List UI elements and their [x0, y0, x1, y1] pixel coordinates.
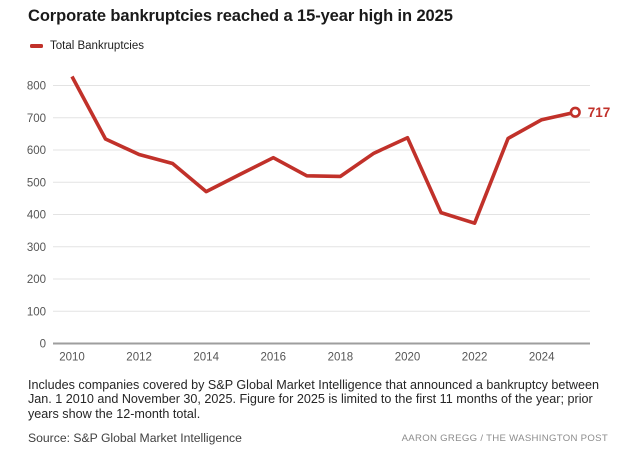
x-tick-label: 2012: [126, 352, 152, 364]
x-tick-label: 2014: [193, 352, 219, 364]
byline-credit: AARON GREGG / THE WASHINGTON POST: [401, 433, 608, 444]
y-tick-label: 0: [40, 339, 46, 351]
legend: Total Bankruptcies: [30, 40, 144, 52]
y-tick-label: 400: [27, 210, 46, 222]
legend-line-swatch: [30, 44, 43, 48]
y-tick-label: 200: [27, 274, 46, 286]
chart-title: Corporate bankruptcies reached a 15-year…: [28, 7, 453, 25]
legend-label: Total Bankruptcies: [50, 40, 144, 52]
end-value-label: 717: [588, 105, 611, 120]
y-tick-label: 700: [27, 113, 46, 125]
end-point-marker: [569, 106, 581, 118]
footnote: Includes companies covered by S&P Global…: [28, 378, 600, 421]
y-tick-label: 100: [27, 306, 46, 318]
x-tick-label: 2010: [59, 352, 85, 364]
x-tick-label: 2018: [328, 352, 354, 364]
y-tick-label: 800: [27, 81, 46, 93]
y-tick-label: 500: [27, 177, 46, 189]
y-tick-label: 300: [27, 242, 46, 254]
x-tick-label: 2016: [261, 352, 287, 364]
x-tick-label: 2020: [395, 352, 421, 364]
x-tick-label: 2024: [529, 352, 555, 364]
source-note: Source: S&P Global Market Intelligence: [28, 431, 242, 445]
x-tick-label: 2022: [462, 352, 488, 364]
total-bankruptcies-line: [70, 75, 576, 225]
y-tick-label: 600: [27, 145, 46, 157]
